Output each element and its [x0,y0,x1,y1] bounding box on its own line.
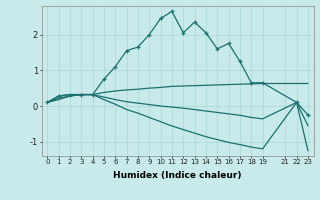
X-axis label: Humidex (Indice chaleur): Humidex (Indice chaleur) [113,171,242,180]
